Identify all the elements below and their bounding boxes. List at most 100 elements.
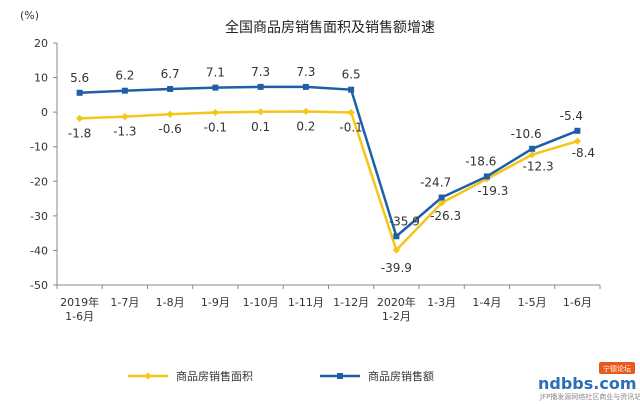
y-tick-label: -30 (30, 210, 48, 223)
data-label-sales-area: -26.3 (430, 209, 461, 223)
data-label-sales-amount: -35.9 (389, 214, 420, 228)
x-tick-label: 2020年 1-2月 (377, 295, 416, 323)
data-label-sales-area: -8.4 (572, 146, 595, 160)
data-label-sales-area: -39.9 (381, 261, 412, 275)
x-tick-label-line: 1-10月 (243, 296, 279, 309)
x-tick-label: 1-12月 (333, 296, 369, 309)
data-point-sales-area (528, 151, 536, 159)
data-point-sales-amount (483, 173, 490, 180)
x-tick-label: 2019年 1-6月 (60, 295, 99, 323)
data-point-sales-area (347, 108, 355, 117)
legend: 商品房销售面积 商品房销售额 (128, 369, 434, 383)
y-axis-unit: (%) (20, 9, 39, 22)
x-tick-label: 1-5月 (518, 296, 547, 309)
data-point-sales-amount (167, 85, 174, 92)
watermark-subtext: JFP播发源网络社区商业与资讯站 (539, 392, 640, 401)
chart-title: 全国商品房销售面积及销售额增速 (225, 19, 435, 36)
legend-item-sales-amount: 商品房销售额 (320, 369, 434, 383)
x-tick-label-line: 1-2月 (382, 310, 411, 323)
data-label-sales-amount: 7.1 (206, 66, 225, 80)
x-tick-label-line: 2019年 (60, 295, 99, 309)
x-tick-label-line: 1-8月 (156, 296, 185, 309)
legend-swatch-marker (144, 372, 152, 380)
series-line-sales-area (79, 110, 578, 253)
axes (56, 43, 600, 286)
data-point-sales-amount (574, 127, 581, 134)
legend-item-sales-area: 商品房销售面积 (128, 369, 253, 383)
x-tick-label-line: 1-6月 (563, 296, 592, 309)
data-point-sales-area (76, 114, 84, 122)
x-tick-label: 1-9月 (201, 296, 230, 309)
data-label-sales-amount: 6.5 (342, 68, 361, 82)
data-label-sales-area: -12.3 (523, 160, 554, 174)
data-label-sales-area: 0.2 (296, 119, 315, 133)
watermark-logo: 宁德论坛 ndbbs.com JFP播发源网络社区商业与资讯站 (538, 362, 640, 401)
data-label-sales-amount: -10.6 (511, 127, 542, 141)
data-point-sales-area (257, 108, 265, 116)
x-tick-label-line: 1-3月 (427, 296, 456, 309)
data-label-sales-area: -1.8 (68, 126, 91, 140)
data-label-sales-amount: 6.7 (161, 67, 180, 81)
legend-label: 商品房销售面积 (176, 369, 253, 383)
data-label-sales-area: -0.1 (339, 120, 362, 134)
data-label-sales-area: -19.3 (477, 184, 508, 198)
x-tick-label: 1-3月 (427, 296, 456, 309)
x-tick-label-line: 1-11月 (288, 296, 324, 309)
y-tick-label: 20 (34, 37, 48, 50)
x-tick-label: 1-10月 (243, 296, 279, 309)
data-point-sales-area (438, 199, 446, 207)
y-tick-label: 0 (41, 106, 48, 119)
x-tick-label: 1-7月 (110, 296, 139, 309)
x-tick-label-line: 1-6月 (65, 310, 94, 323)
y-tick-label: -20 (30, 175, 48, 188)
data-label-sales-amount: 7.3 (296, 65, 315, 79)
x-tick-label: 1-8月 (156, 296, 185, 309)
data-labels: -1.8 -1.3 -0.6 -0.1 0.1 0.2 -0.1 -39.9 -26.3 -19.… (68, 65, 595, 275)
x-tick-label: 1-4月 (472, 296, 501, 309)
data-point-sales-amount (438, 194, 445, 201)
watermark-badge (599, 362, 635, 374)
data-label-sales-area: -1.3 (113, 125, 136, 139)
watermark-badge-text: 宁德论坛 (603, 364, 631, 373)
x-tick-label-line: 2020年 (377, 295, 416, 309)
x-tick-label: 1-11月 (288, 296, 324, 309)
data-point-sales-amount (393, 233, 400, 240)
data-point-sales-amount (302, 83, 309, 90)
data-point-sales-amount (212, 84, 219, 91)
data-point-sales-area (573, 137, 581, 145)
data-point-sales-area (121, 113, 129, 121)
data-label-sales-area: -0.1 (204, 120, 227, 134)
series-layer (76, 83, 581, 254)
y-tick-label: -10 (30, 141, 48, 154)
data-point-sales-amount (257, 83, 264, 90)
data-point-sales-area (166, 110, 174, 118)
data-point-sales-amount (121, 87, 128, 94)
data-point-sales-area (211, 108, 219, 117)
data-point-sales-area (392, 246, 400, 254)
data-point-sales-amount (76, 89, 83, 96)
y-axis-ticks: 20 10 0 -10 -20 -30 -40 -50 (30, 37, 57, 292)
data-point-sales-amount (348, 86, 355, 93)
data-label-sales-amount: 6.2 (115, 69, 134, 83)
data-label-sales-area: 0.1 (251, 120, 270, 134)
y-tick-label: -50 (30, 279, 48, 292)
series-line-sales-amount (79, 85, 578, 239)
x-tick-label-line: 1-5月 (518, 296, 547, 309)
legend-swatch-marker (337, 373, 343, 379)
data-label-sales-amount: -5.4 (560, 109, 583, 123)
data-label-sales-amount: -18.6 (465, 154, 496, 168)
legend-label: 商品房销售额 (368, 369, 434, 383)
data-label-sales-amount: 7.3 (251, 65, 270, 79)
y-tick-label: -40 (30, 244, 48, 257)
x-tick-label-line: 1-9月 (201, 296, 230, 309)
x-tick-label-line: 1-12月 (333, 296, 369, 309)
watermark-text: ndbbs.com (538, 374, 637, 393)
x-tick-label: 1-6月 (563, 296, 592, 309)
data-label-sales-amount: -24.7 (420, 176, 451, 190)
data-point-sales-amount (529, 145, 536, 152)
x-tick-label-line: 1-7月 (110, 296, 139, 309)
x-axis-ticks: 2019年 1-6月1-7月 1-8月 1-9月 1-10月 1-11月 1-12月 2020… (56, 285, 601, 323)
data-label-sales-area: -0.6 (158, 122, 181, 136)
